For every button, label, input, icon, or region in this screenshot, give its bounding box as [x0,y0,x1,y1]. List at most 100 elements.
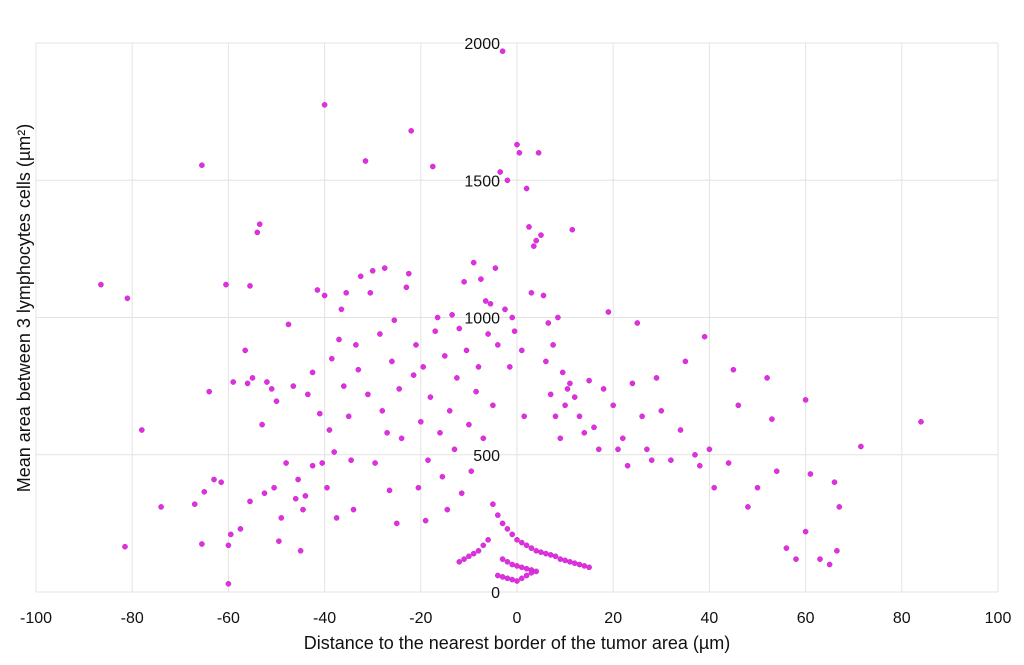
data-point [504,177,511,184]
data-point [562,557,568,564]
data-point [533,568,540,575]
data-point [353,342,359,348]
x-tick-label: -20 [409,610,432,627]
data-point [199,162,205,168]
data-point [223,281,229,288]
data-point [490,402,496,409]
data-point [454,375,460,381]
data-point [336,336,342,343]
data-point [528,289,535,296]
data-point [304,391,311,398]
data-point [138,427,145,433]
data-point [552,553,559,560]
data-point [754,484,761,491]
y-tick-label: 1000 [464,311,500,328]
data-point [256,221,263,227]
data-point [338,306,345,313]
data-point [290,383,297,389]
data-point [247,498,253,505]
data-point [701,333,708,340]
data-point [449,311,455,318]
data-points [98,48,924,587]
data-point [538,549,544,556]
data-point [490,501,496,508]
data-point [314,287,321,293]
data-point [502,306,508,313]
data-point [533,548,540,554]
grid [35,42,999,593]
data-point [331,449,338,455]
data-point [526,224,532,230]
data-point [509,576,516,583]
data-point [533,237,540,244]
data-point [362,158,369,164]
data-point [543,358,549,365]
data-point [302,493,309,499]
data-point [802,397,809,403]
data-point [473,388,479,395]
data-point [480,542,487,549]
data-point [620,435,626,442]
data-point [514,537,520,543]
data-point [340,383,347,389]
data-point [348,457,354,464]
data-point [357,273,364,280]
data-point [468,468,475,475]
data-point [826,561,833,568]
data-point [648,457,655,464]
data-point [261,490,268,497]
data-point [451,446,458,453]
data-point [634,320,641,326]
x-tick-label: 40 [701,610,719,627]
data-point [509,314,516,321]
x-tick-label: 0 [513,610,522,627]
y-axis-ticks: 0 500 1000 1500 2000 [464,36,500,602]
data-point [478,276,484,282]
data-point [417,418,424,425]
data-point [225,542,232,549]
data-point [557,435,564,442]
data-point [309,462,316,469]
data-point [543,550,549,557]
data-point [567,380,573,387]
data-point [668,457,674,464]
data-point [321,102,328,108]
data-point [858,443,864,450]
x-tick-label: -100 [20,610,52,627]
y-axis-title: Mean area between 3 lymphocytes cells (µ… [14,124,34,493]
data-point [506,364,513,370]
data-point [540,292,547,299]
data-point [429,163,436,170]
data-point [682,358,689,365]
data-point [300,506,306,513]
data-point [283,460,289,466]
data-point [514,563,520,569]
data-point [285,321,292,328]
data-point [345,413,352,420]
y-tick-label: 0 [491,585,500,602]
data-point [745,504,751,510]
data-point [494,572,501,579]
data-point [218,479,224,486]
data-point [98,281,104,288]
x-tick-label: -60 [217,610,240,627]
data-point [697,462,703,469]
data-point [591,424,597,431]
data-point [420,364,427,370]
data-point [247,283,253,289]
data-point [480,435,487,442]
data-point [494,512,501,518]
data-point [528,570,535,576]
data-point [519,575,525,582]
data-point [581,563,588,569]
data-point [276,538,282,545]
data-point [466,421,472,428]
data-point [413,342,419,348]
data-point [461,278,467,285]
data-point [692,451,698,458]
data-point [523,542,530,549]
data-point [466,553,472,560]
data-point [504,559,511,565]
